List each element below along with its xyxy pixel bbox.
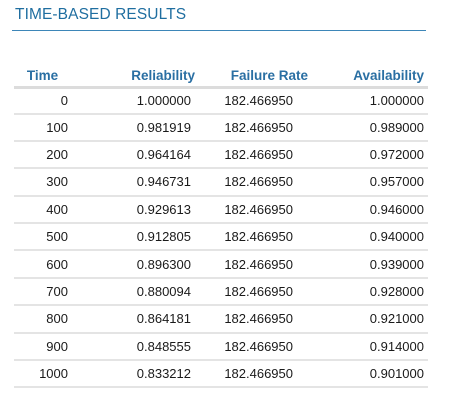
reliability-cell: 0.864181 — [71, 305, 199, 334]
results-table-header: Time Reliability Failure Rate Availabili… — [14, 64, 428, 89]
table-row: 200 0.964164 182.466950 0.972000 — [14, 140, 428, 170]
failure-rate-cell: 182.466950 — [199, 168, 312, 197]
results-table: Time Reliability Failure Rate Availabili… — [14, 64, 428, 389]
failure-rate-cell: 182.466950 — [199, 250, 312, 279]
table-row: 700 0.880094 182.466950 0.928000 — [14, 277, 428, 307]
table-row: 800 0.864181 182.466950 0.921000 — [14, 305, 428, 334]
time-cell: 800 — [14, 305, 71, 334]
reliability-cell: 0.946731 — [71, 168, 199, 197]
table-row: 300 0.946731 182.466950 0.957000 — [14, 168, 428, 197]
availability-cell: 0.928000 — [312, 277, 428, 307]
reliability-cell: 0.880094 — [71, 277, 199, 307]
table-row: 0 1.000000 182.466950 1.000000 — [14, 87, 428, 115]
failure-rate-cell: 182.466950 — [199, 360, 312, 389]
failure-rate-cell: 182.466950 — [199, 277, 312, 307]
time-cell: 100 — [14, 113, 71, 142]
time-cell: 200 — [14, 140, 71, 170]
availability-cell: 0.989000 — [312, 113, 428, 142]
reliability-cell: 0.929613 — [71, 195, 199, 225]
failure-rate-cell: 182.466950 — [199, 305, 312, 334]
table-row: 1000 0.833212 182.466950 0.901000 — [14, 360, 428, 389]
time-cell: 1000 — [14, 360, 71, 389]
section-title: TIME-BASED RESULTS — [15, 6, 187, 23]
time-cell: 300 — [14, 168, 71, 197]
reliability-cell: 0.981919 — [71, 113, 199, 142]
time-cell: 0 — [14, 87, 71, 115]
availability-cell: 1.000000 — [312, 87, 428, 115]
time-cell: 900 — [14, 332, 71, 362]
reliability-cell: 0.964164 — [71, 140, 199, 170]
table-row: 900 0.848555 182.466950 0.914000 — [14, 332, 428, 362]
reliability-cell: 0.912805 — [71, 223, 199, 252]
failure-rate-cell: 182.466950 — [199, 332, 312, 362]
column-header-reliability: Reliability — [71, 64, 199, 89]
availability-cell: 0.901000 — [312, 360, 428, 389]
failure-rate-cell: 182.466950 — [199, 140, 312, 170]
availability-cell: 0.939000 — [312, 250, 428, 279]
failure-rate-cell: 182.466950 — [199, 87, 312, 115]
failure-rate-cell: 182.466950 — [199, 113, 312, 142]
column-header-time: Time — [14, 64, 71, 89]
table-row: 600 0.896300 182.466950 0.939000 — [14, 250, 428, 279]
reliability-cell: 0.833212 — [71, 360, 199, 389]
time-cell: 500 — [14, 223, 71, 252]
column-header-failure-rate: Failure Rate — [199, 64, 312, 89]
table-row: 400 0.929613 182.466950 0.946000 — [14, 195, 428, 225]
time-cell: 400 — [14, 195, 71, 225]
availability-cell: 0.940000 — [312, 223, 428, 252]
time-cell: 700 — [14, 277, 71, 307]
availability-cell: 0.946000 — [312, 195, 428, 225]
availability-cell: 0.972000 — [312, 140, 428, 170]
availability-cell: 0.957000 — [312, 168, 428, 197]
reliability-cell: 0.848555 — [71, 332, 199, 362]
failure-rate-cell: 182.466950 — [199, 223, 312, 252]
header-row: Time Reliability Failure Rate Availabili… — [14, 64, 428, 89]
table-row: 500 0.912805 182.466950 0.940000 — [14, 223, 428, 252]
results-table-body: 0 1.000000 182.466950 1.000000 100 0.981919 18… — [14, 87, 428, 389]
availability-cell: 0.921000 — [312, 305, 428, 334]
table-row: 100 0.981919 182.466950 0.989000 — [14, 113, 428, 142]
section-title-rule — [12, 30, 426, 31]
reliability-cell: 1.000000 — [71, 87, 199, 115]
time-cell: 600 — [14, 250, 71, 279]
reliability-cell: 0.896300 — [71, 250, 199, 279]
column-header-availability: Availability — [312, 64, 428, 89]
availability-cell: 0.914000 — [312, 332, 428, 362]
failure-rate-cell: 182.466950 — [199, 195, 312, 225]
